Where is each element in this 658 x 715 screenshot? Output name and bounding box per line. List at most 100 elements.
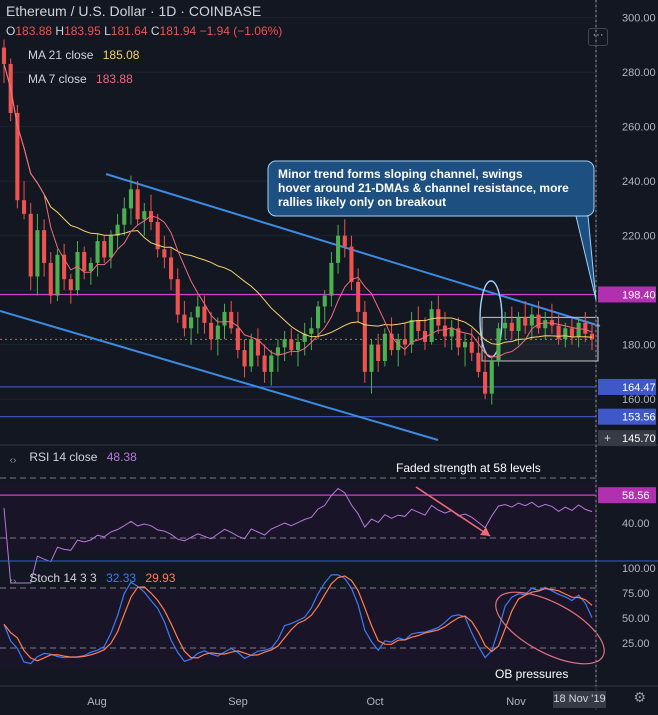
price-tick-label: 160.00 (622, 394, 656, 406)
stoch-k-value: 32.33 (106, 571, 137, 585)
candle-body (369, 344, 374, 372)
rsi-label: RSI 14 close (29, 450, 98, 464)
symbol-title[interactable]: Ethereum / U.S. Dollar · 1D · COINBASE (6, 3, 261, 19)
close-value: 181.94 (159, 24, 197, 38)
candle-body (382, 333, 387, 361)
candle-body (583, 322, 588, 334)
rsi-badge-label: 58.56 (622, 490, 650, 502)
candle-body (68, 279, 73, 291)
candle-body (148, 211, 154, 222)
change-value: −1.94 (−1.06%) (199, 24, 283, 38)
candle-body (315, 306, 321, 329)
stoch-d-value: 29.93 (145, 571, 176, 585)
rsi-legend[interactable]: ‹› RSI 14 close 48.38 (6, 450, 137, 467)
candle-body (102, 241, 107, 258)
ma7-label: MA 7 close (28, 72, 87, 86)
candle-body (42, 230, 47, 263)
annotation-text-line: hover around 21-DMAs & channel resistanc… (278, 181, 569, 195)
ob-highlight (495, 591, 605, 665)
time-tick-label: Oct (366, 696, 383, 708)
crosshair-plus-icon: + (604, 431, 611, 445)
price-badge (598, 378, 656, 395)
candle-body (563, 328, 568, 340)
candle-body (362, 311, 367, 372)
candle-body (449, 328, 454, 337)
candle-body (262, 355, 267, 372)
candle-body (376, 344, 381, 361)
annotation-callout (267, 160, 595, 217)
candle-body (229, 311, 234, 329)
time-tick-label: Aug (87, 696, 107, 708)
candle-body (222, 311, 227, 326)
stoch-tick-label: 75.00 (622, 588, 650, 600)
candle-body (35, 230, 40, 277)
candle-body (536, 314, 541, 329)
candle-body (422, 331, 428, 342)
stoch-legend[interactable]: ‹› Stoch 14 3 3 32.33 29.93 (6, 571, 176, 588)
candle-body (28, 213, 33, 277)
candle-body (62, 254, 67, 280)
candle-body (255, 339, 260, 356)
price-tick-label: 240.00 (622, 176, 656, 188)
price-tick-label: 180.00 (622, 340, 656, 352)
candle-body (215, 325, 220, 340)
rsi-trend-arrow (415, 486, 491, 537)
candle-body (209, 322, 214, 340)
candle-body (128, 189, 134, 209)
candle-body (135, 189, 140, 220)
candle-body (48, 262, 53, 296)
price-badge (598, 430, 656, 447)
candle-body (476, 352, 481, 372)
ma7-legend[interactable]: MA 7 close 183.88 (6, 72, 133, 86)
candle-body (456, 328, 461, 348)
symbol-title-text: Ethereum / U.S. Dollar · 1D · COINBASE (6, 3, 262, 19)
stoch-k-line (3, 574, 593, 665)
candle-body (55, 254, 60, 296)
candle-body (189, 317, 194, 329)
low-value: 181.64 (110, 24, 148, 38)
annotation-text-line: Minor trend forms sloping channel, swing… (278, 167, 523, 181)
candle-body (402, 339, 407, 345)
candle-body (269, 355, 274, 372)
gear-icon[interactable]: ⚙ (633, 689, 646, 705)
candle-body (462, 341, 468, 348)
candle-body (235, 328, 240, 351)
candle-body (576, 322, 581, 337)
rsi-value: 48.38 (106, 450, 137, 464)
ma7-line (3, 63, 593, 358)
candle-body (1, 47, 7, 64)
candle-body (489, 360, 494, 394)
price-tick-label: 220.00 (622, 231, 656, 243)
high-label: H (55, 24, 65, 38)
candle-body (168, 257, 174, 280)
more-options-icon[interactable]: ··· (588, 28, 608, 46)
stoch-tick-label: 100.00 (622, 563, 656, 575)
candle-body (162, 249, 167, 258)
rsi-annotation: Faded strength at 58 levels (396, 461, 541, 475)
collapse-icon[interactable]: ‹› (9, 455, 17, 466)
candle-body (175, 279, 180, 315)
stoch-annotation: OB pressures (495, 667, 568, 681)
rsi-line (3, 487, 593, 584)
candle-body (483, 371, 488, 394)
price-badge-label: 164.47 (622, 382, 656, 394)
ohlc-readout: O183.88 H183.95 L181.64 C181.94 −1.94 (−… (6, 24, 282, 38)
time-tick-label: Sep (228, 696, 248, 708)
annotation-text-line: rallies likely only on breakout (278, 195, 446, 209)
candle-body (309, 328, 314, 334)
stoch-tick-label: 50.00 (622, 613, 650, 625)
candle-body (21, 200, 27, 214)
candle-body (509, 322, 514, 331)
candle-body (556, 325, 561, 340)
collapse-icon[interactable]: ‹› (9, 576, 17, 587)
candle-body (329, 262, 334, 296)
price-badge-label: 198.40 (622, 289, 656, 301)
candle-body (142, 211, 147, 220)
price-tick-label: 300.00 (622, 13, 656, 25)
ma21-legend[interactable]: MA 21 close 185.08 (6, 48, 139, 62)
candle-body (322, 295, 327, 307)
candle-body (503, 322, 508, 329)
candle-body (249, 339, 254, 367)
